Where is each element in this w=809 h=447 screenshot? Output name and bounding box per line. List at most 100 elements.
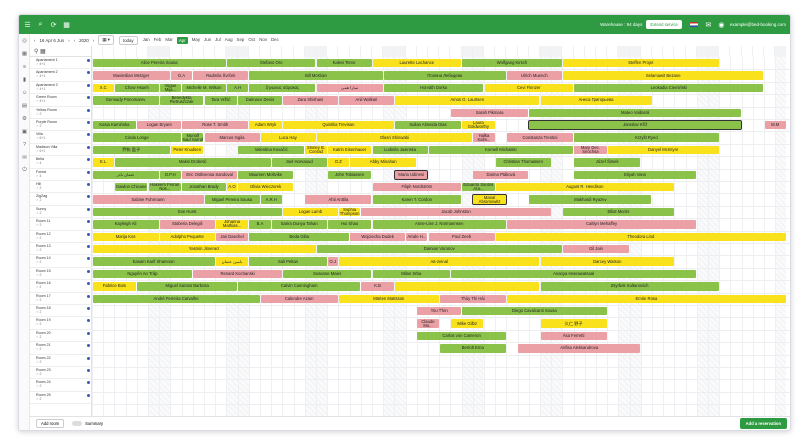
reservation-block[interactable]: John Tobiassen	[327, 170, 372, 179]
reservation-block[interactable]: Marcus Ingila	[204, 133, 260, 142]
room-row[interactable]: Room 25 ♂ 2	[30, 392, 92, 405]
room-row[interactable]: Villa ♂ 6+1	[30, 131, 92, 144]
reservation-block[interactable]: Mary Dec. Sirochsa	[574, 145, 607, 155]
reservation-block[interactable]: Eric Ostlivensa Sandoval	[182, 170, 238, 179]
month-tab-dec[interactable]: Dec	[271, 36, 279, 42]
reservation-block[interactable]: Anil Walkari	[338, 96, 394, 105]
prev-arrow-icon[interactable]: ‹	[34, 37, 36, 43]
room-row[interactable]: Room 13 ♂ 2	[30, 243, 92, 256]
reservation-block[interactable]: Radmila Švrček	[193, 71, 249, 80]
reservation-block[interactable]: Emrie Rosa	[506, 294, 786, 303]
reservation-block[interactable]: X.C	[92, 83, 114, 93]
room-row[interactable]: Room 17 ♂ 2	[30, 293, 92, 305]
reservation-block[interactable]: Ása Ferretti	[540, 331, 607, 341]
stats-icon[interactable]: ▮	[22, 76, 27, 83]
reservation-block[interactable]: Sali Peltan	[249, 257, 327, 266]
reservation-block[interactable]: Horváth Dorka	[383, 83, 484, 93]
reservation-block[interactable]: Vogue Mija...	[159, 83, 182, 93]
room-row[interactable]: Room 16 ♂ 2	[30, 280, 92, 293]
reservation-block[interactable]: Fabrice Bois	[92, 282, 137, 291]
reservation-block[interactable]: M.M	[764, 121, 786, 130]
month-tab-may[interactable]: May	[191, 36, 201, 42]
room-row[interactable]: Room 14 ♂ 2	[30, 255, 92, 268]
reservation-block[interactable]: Eduardo Santos Ara...	[462, 183, 495, 192]
reservation-block[interactable]: Munolf Said Sarraf	[182, 133, 204, 142]
reservation-block[interactable]: Diego Cavalcanti Sousa	[462, 307, 607, 316]
year-next-icon[interactable]: ›	[92, 37, 95, 43]
reservation-block[interactable]: 久仁 野子	[540, 319, 607, 328]
reservation-block[interactable]: Carlos von Cameron	[417, 331, 506, 341]
reservation-block[interactable]: Anne-Lise J. Normannsen	[372, 220, 506, 229]
reservation-block[interactable]: Steffen Projet	[562, 59, 719, 68]
month-tab-jun[interactable]: Jun	[204, 36, 212, 42]
menu-icon[interactable]: ☰	[24, 21, 31, 29]
room-row[interactable]: Bella ♂ 4	[30, 156, 92, 169]
year-prev-icon[interactable]: ‹	[73, 37, 76, 43]
reservation-block[interactable]: Jonathan Brady	[182, 183, 226, 192]
reservation-block[interactable]: Selamawit Bezane	[562, 71, 764, 80]
reservation-block[interactable]: Cinda Longe	[92, 133, 182, 142]
reservation-block[interactable]: Märten Mattsson	[338, 294, 439, 303]
add-room-button[interactable]: Add room	[36, 419, 65, 428]
reservation-block[interactable]: Theodora Lind	[495, 232, 786, 241]
reservation-block[interactable]: Chow Hsueh	[114, 83, 159, 93]
month-tab-sep[interactable]: Sep	[236, 36, 245, 42]
reservation-block[interactable]: Darina Ptáková	[473, 170, 529, 179]
reservation-block[interactable]: Laura Goldworthy	[462, 121, 495, 130]
reservation-block[interactable]: Peter Knudsen	[170, 145, 204, 155]
reservation-block[interactable]: Ludmila Jasinska	[372, 145, 428, 155]
reservation-block[interactable]: Kornell Michalski	[428, 145, 574, 155]
reservation-block[interactable]: Milan Srba	[372, 269, 450, 279]
reservation-block[interactable]: Józef Šimek	[574, 158, 641, 167]
room-row[interactable]: Hill ♂ 2	[30, 181, 92, 194]
reservation-block[interactable]: Kalevi Tervo	[316, 59, 372, 68]
reservation-block[interactable]: Adolpho Pequette	[159, 232, 215, 241]
room-row[interactable]: Apartament 2 ♂ 4+1	[30, 69, 92, 82]
list-icon[interactable]: ≡	[22, 63, 27, 70]
reservation-block[interactable]: E.L	[92, 158, 114, 167]
language-flag-icon[interactable]	[689, 22, 698, 27]
reservation-block[interactable]: Laurette Lachance	[372, 59, 462, 68]
reservation-block[interactable]: Maximilian Metzger	[92, 71, 170, 80]
reservation-block[interactable]: Beda Glita	[249, 232, 350, 241]
reservation-block[interactable]: سارا همی	[316, 83, 383, 93]
reservation-block[interactable]: Zsyrbek Sultanovich	[540, 282, 719, 291]
room-row[interactable]: Purple Room ♂ 2	[30, 119, 92, 132]
room-row[interactable]: ZigZag ♂ 2	[30, 193, 92, 206]
reservation-block[interactable]: Sabine Fuhrmann	[92, 195, 204, 204]
room-row[interactable]: Apartament 3 ♂ 4+1	[30, 82, 92, 95]
reservation-block[interactable]: Ав-zeinal	[338, 257, 540, 266]
reservation-block[interactable]: Sulian Almeida Dias	[394, 121, 462, 130]
room-row[interactable]: Room 22 ♂ 2	[30, 355, 92, 367]
reservation-block[interactable]: Filiph Nordström	[372, 183, 462, 192]
extend-service-button[interactable]: Extend service	[646, 20, 682, 29]
reservation-block[interactable]: Ahti Anttila	[305, 195, 372, 204]
reservation-block[interactable]: Sophia Thompson	[338, 207, 361, 217]
reservation-block[interactable]: Katrin Eisenhauer	[327, 145, 372, 155]
reservation-block[interactable]: Quintilia Trevisan	[282, 121, 394, 130]
next-arrow-icon[interactable]: ›	[68, 37, 70, 43]
reservation-block[interactable]: Mateo Vaillaroli	[529, 108, 742, 117]
reservation-block[interactable]: Renard Kochanski	[193, 269, 282, 279]
reservation-block[interactable]: Yasmin Jimenez	[92, 245, 316, 254]
reservation-block[interactable]: A.R.H	[260, 195, 282, 204]
reservation-block[interactable]: Joel Horvaoud	[271, 158, 327, 167]
document-icon[interactable]: ▤	[21, 102, 28, 109]
reservation-block[interactable]: O.Z	[327, 158, 350, 167]
reservation-block[interactable]: 乔和 盈子	[92, 145, 170, 155]
reservation-block[interactable]: Stefano Oro	[226, 59, 316, 68]
reservation-block[interactable]: Elliot Morris	[562, 207, 674, 217]
room-row[interactable]: Yellow Room ♂ 2	[30, 107, 92, 119]
reservation-block[interactable]: Gennady Ponomarev	[92, 96, 159, 105]
month-tab-feb[interactable]: Feb	[153, 36, 162, 42]
reservation-block[interactable]: Krzyšt Ryed	[574, 133, 719, 142]
month-tab-apr[interactable]: Apr	[176, 36, 188, 44]
reservation-block[interactable]: Ulrich Muench	[506, 71, 562, 80]
reservation-block[interactable]: O.J	[327, 257, 338, 266]
reservation-block[interactable]: Hui Shao	[327, 220, 372, 229]
room-row[interactable]: Room 23 ♂ 2	[30, 367, 92, 380]
reservation-block[interactable]: Bertolt Erna	[439, 344, 506, 353]
room-row[interactable]: Room 19 ♂ 2	[30, 317, 92, 330]
reservation-block[interactable]: Darcey Watson	[540, 257, 674, 266]
reservation-block[interactable]: Christian Thomassen	[495, 158, 551, 167]
